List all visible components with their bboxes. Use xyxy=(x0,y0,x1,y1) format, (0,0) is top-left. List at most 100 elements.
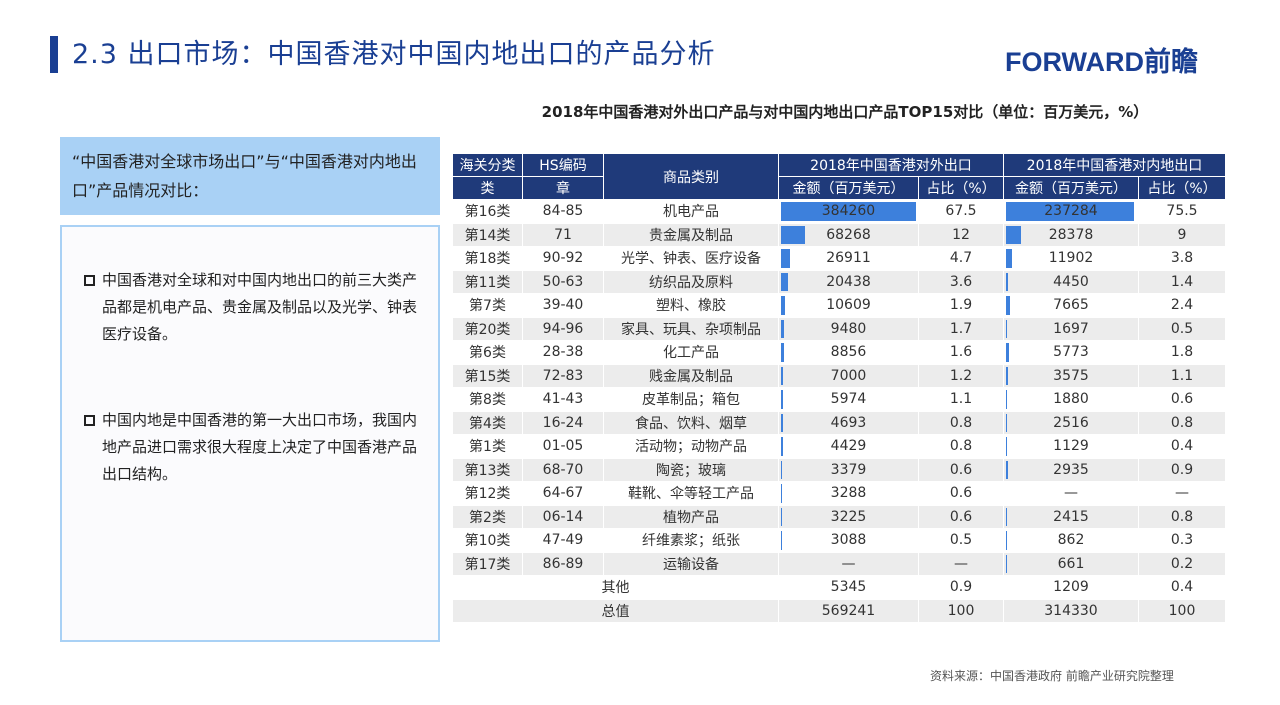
cell-text: 3225 xyxy=(830,508,867,525)
cell-text: 纺织品及原料 xyxy=(649,274,733,291)
table-cell: 2.4 xyxy=(1138,293,1226,318)
cell-text: 71 xyxy=(554,226,572,243)
table-cell: 0.8 xyxy=(1138,410,1226,435)
cell-text: 41-43 xyxy=(542,391,584,408)
value-bar xyxy=(781,531,783,550)
col-product: 商品类别 xyxy=(603,153,779,200)
table-cell: 0.8 xyxy=(918,434,1004,459)
cell-text: 贵金属及制品 xyxy=(649,227,733,244)
value-bar xyxy=(781,249,791,268)
cell-text: 第11类 xyxy=(464,274,511,291)
table-cell: 100 xyxy=(1138,598,1226,623)
cell-text: 862 xyxy=(1057,532,1085,549)
table-cell: — xyxy=(778,551,919,576)
table-cell: 0.4 xyxy=(1138,575,1226,600)
table-cell: 72-83 xyxy=(522,363,604,388)
value-bar xyxy=(781,390,784,409)
cell-text: 11902 xyxy=(1048,250,1094,267)
value-bar xyxy=(1006,366,1008,385)
table-cell: 1.9 xyxy=(918,293,1004,318)
bullet-text: 中国内地是中国香港的第一大出口市场，我国内地产品进口需求很大程度上决定了中国香港… xyxy=(102,411,418,483)
bullet-text: 中国香港对全球和对中国内地出口的前三大类产品都是机电产品、贵金属及制品以及光学、… xyxy=(102,271,418,343)
table-cell: 机电产品 xyxy=(603,199,779,224)
table-row: 第2类 06-14 植物产品 3225 0.6 2415 0.8 xyxy=(452,504,1226,529)
table-cell: 第7类 xyxy=(452,293,523,318)
table-cell: 4450 xyxy=(1003,269,1139,294)
table-cell: 0.9 xyxy=(1138,457,1226,482)
export-table: 海关分类 HS编码 商品类别 2018年中国香港对外出口 2018年中国香港对内… xyxy=(452,153,1226,623)
cell-text: 28378 xyxy=(1048,226,1094,243)
table-cell: 7665 xyxy=(1003,293,1139,318)
table-cell: 237284 xyxy=(1003,199,1139,224)
table-cell: 01-05 xyxy=(522,434,604,459)
table-cell: 75.5 xyxy=(1138,199,1226,224)
value-bar xyxy=(1006,460,1008,479)
cell-text: 12 xyxy=(952,226,970,243)
cell-text: 84-85 xyxy=(542,203,584,220)
table-cell: 3.8 xyxy=(1138,246,1226,271)
table-cell: 100 xyxy=(918,598,1004,623)
table-cell: 贵金属及制品 xyxy=(603,222,779,247)
table-row: 第20类 94-96 家具、玩具、杂项制品 9480 1.7 1697 0.5 xyxy=(452,316,1226,341)
cell-text: 纤维素浆；纸张 xyxy=(642,533,740,550)
table-row: 第7类 39-40 塑料、橡胶 10609 1.9 7665 2.4 xyxy=(452,293,1226,318)
cell-text: 5974 xyxy=(830,391,867,408)
table-cell: 39-40 xyxy=(522,293,604,318)
table-cell: 1.1 xyxy=(918,387,1004,412)
table-cell: 4693 xyxy=(778,410,919,435)
cell-text: 1.1 xyxy=(949,391,973,408)
cell-text: 10609 xyxy=(826,297,871,314)
table-cell: 9480 xyxy=(778,316,919,341)
cell-text: 9 xyxy=(1177,226,1187,243)
cell-text: 0.6 xyxy=(949,485,973,502)
other-row: 其他 5345 0.9 1209 0.4 xyxy=(452,575,1226,600)
table-cell: 第6类 xyxy=(452,340,523,365)
col-mainland: 2018年中国香港对内地出口 xyxy=(1003,153,1226,177)
table-cell: 第17类 xyxy=(452,551,523,576)
cell-text: 家具、玩具、杂项制品 xyxy=(621,321,761,338)
table-cell: 食品、饮料、烟草 xyxy=(603,410,779,435)
cell-text: 1129 xyxy=(1053,438,1089,455)
table-cell: — xyxy=(1003,481,1139,506)
table-cell: 5345 xyxy=(778,575,919,600)
table-cell: 3225 xyxy=(778,504,919,529)
table-cell: 1209 xyxy=(1003,575,1139,600)
value-bar xyxy=(781,460,783,479)
table-cell: 2516 xyxy=(1003,410,1139,435)
row-label: 其他 xyxy=(452,575,779,600)
cell-text: 68268 xyxy=(826,226,871,243)
table-cell: 第10类 xyxy=(452,528,523,553)
table-cell: 第4类 xyxy=(452,410,523,435)
cell-text: 1.2 xyxy=(949,367,973,384)
cell-text: 运输设备 xyxy=(663,556,719,573)
table-cell: 94-96 xyxy=(522,316,604,341)
col-hs-sub: 章 xyxy=(522,176,604,200)
table-cell: 第11类 xyxy=(452,269,523,294)
cell-text: 1880 xyxy=(1053,391,1089,408)
value-bar xyxy=(1006,296,1011,315)
table-cell: 第13类 xyxy=(452,457,523,482)
table-cell: 光学、钟表、医疗设备 xyxy=(603,246,779,271)
table-cell: 8856 xyxy=(778,340,919,365)
cell-text: 植物产品 xyxy=(663,509,719,526)
table-cell: 0.3 xyxy=(1138,528,1226,553)
cell-text: 661 xyxy=(1057,555,1085,572)
value-bar xyxy=(1006,343,1010,362)
table-cell: 1.4 xyxy=(1138,269,1226,294)
cell-text: 第15类 xyxy=(464,368,511,385)
cell-text: 3288 xyxy=(830,485,867,502)
cell-text: 0.8 xyxy=(1170,414,1194,431)
cell-text: 0.5 xyxy=(949,532,973,549)
cell-text: 4.7 xyxy=(949,250,973,267)
cell-text: 第6类 xyxy=(469,345,506,362)
cell-text: 第10类 xyxy=(464,533,511,550)
cell-text: 47-49 xyxy=(542,532,584,549)
table-cell: 3288 xyxy=(778,481,919,506)
table-cell: 41-43 xyxy=(522,387,604,412)
table-cell: 鞋靴、伞等轻工产品 xyxy=(603,481,779,506)
bullet-1: 中国香港对全球和对中国内地出口的前三大类产品都是机电产品、贵金属及制品以及光学、… xyxy=(84,267,424,348)
cell-text: 第14类 xyxy=(464,227,511,244)
col-amount: 金额（百万美元） xyxy=(778,176,919,200)
table-cell: 67.5 xyxy=(918,199,1004,224)
cell-text: 0.8 xyxy=(1170,508,1194,525)
